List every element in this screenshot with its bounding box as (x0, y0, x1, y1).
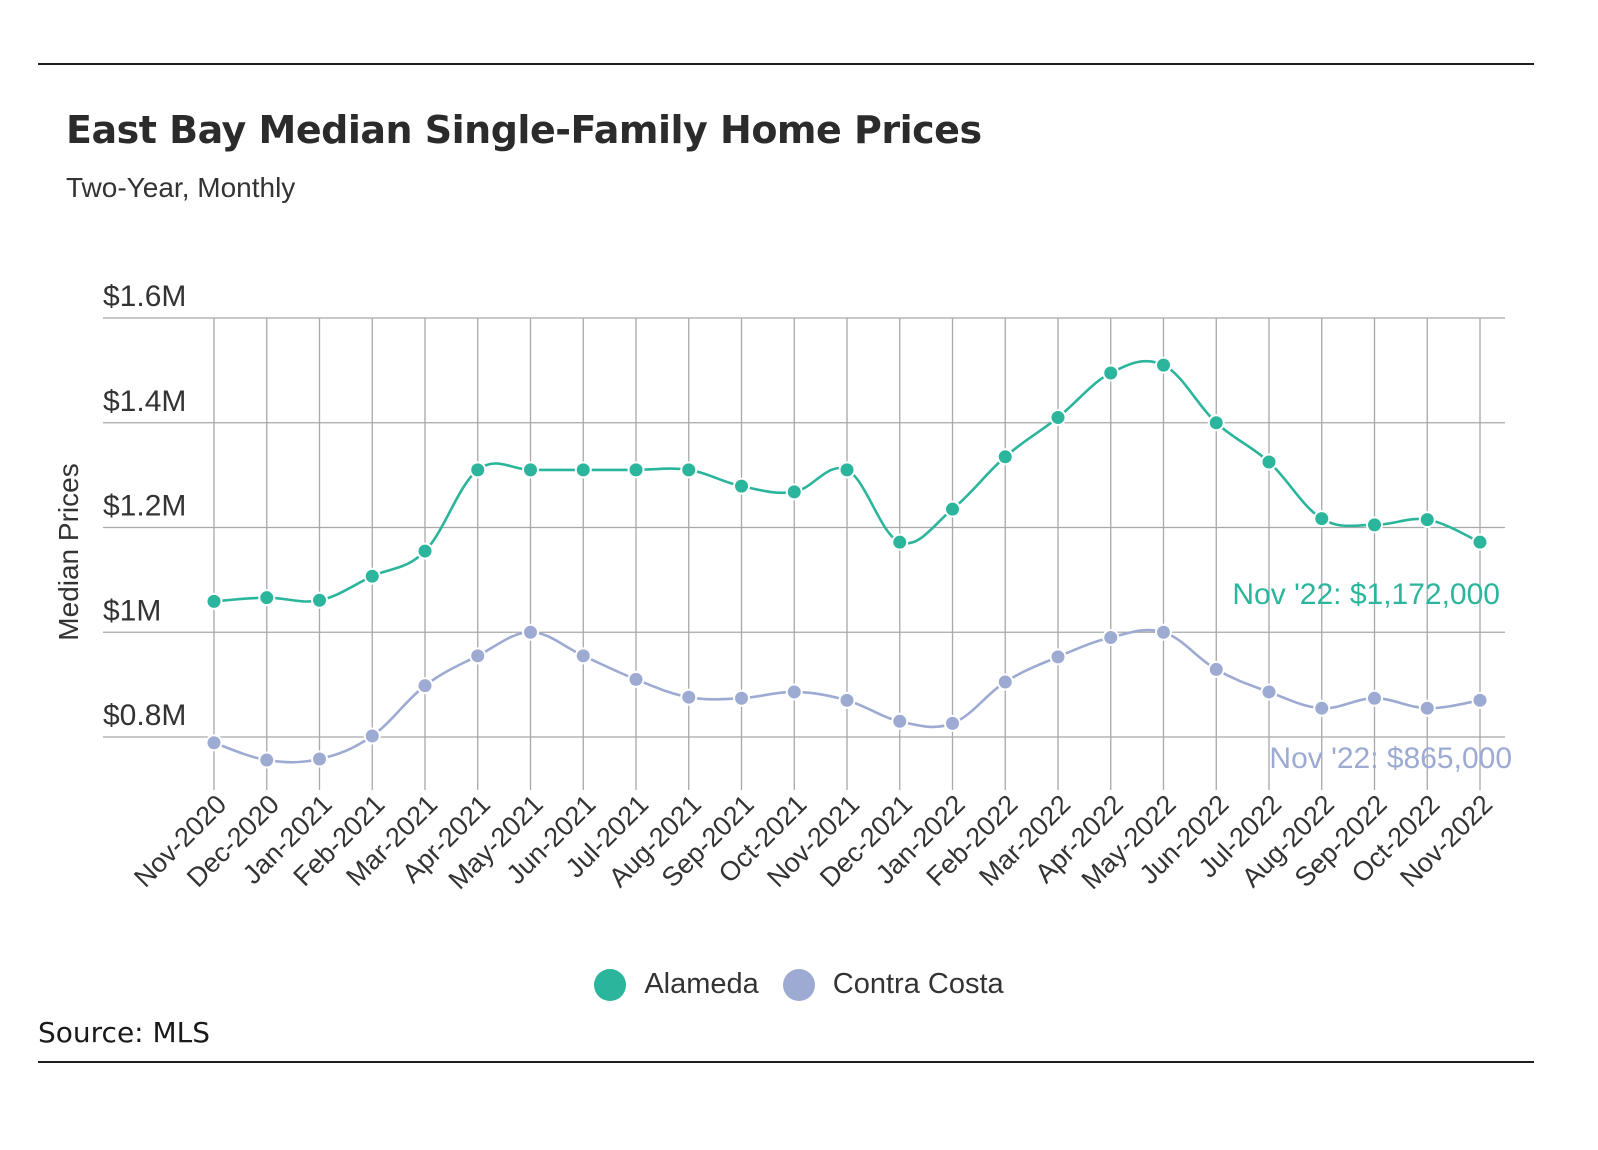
source-note: Source: MLS (38, 1016, 211, 1049)
legend: Alameda Contra Costa (0, 968, 1598, 1001)
alameda-point (1471, 533, 1489, 551)
alameda-point (363, 567, 381, 585)
contra-costa-point (1471, 691, 1489, 709)
annotations: Nov '22: $1,172,000 Nov '22: $865,000 (1232, 578, 1512, 775)
alameda-point (944, 500, 961, 518)
alameda-point (258, 589, 276, 607)
contra-costa-point (1313, 699, 1331, 717)
legend-item-contra-costa[interactable]: Contra Costa (782, 968, 1004, 1001)
y-tick-label: $0.8M (103, 699, 186, 732)
contra-costa-point (996, 673, 1014, 691)
alameda-point (996, 448, 1014, 466)
contra-costa-point (574, 647, 592, 665)
alameda-point (627, 461, 645, 479)
contra-costa-point (1366, 689, 1383, 707)
alameda-point (891, 533, 909, 551)
alameda-point (1313, 510, 1331, 528)
x-axis-ticks: Nov-2020Dec-2020Jan-2021Feb-2021Mar-2021… (128, 789, 1498, 895)
legend-item-alameda[interactable]: Alameda (594, 968, 759, 1001)
alameda-point (574, 461, 592, 479)
y-axis-ticks: $0.8M $1M $1.2M $1.4M $1.6M (103, 280, 186, 732)
contra-costa-point (733, 689, 750, 707)
contra-costa-annotation: Nov '22: $865,000 (1269, 742, 1512, 775)
y-tick-label: $1.4M (103, 385, 186, 418)
contra-costa-point (944, 714, 961, 732)
contra-costa-point (258, 751, 276, 769)
alameda-point (785, 483, 803, 501)
alameda-point (1418, 511, 1436, 529)
alameda-annotation: Nov '22: $1,172,000 (1232, 578, 1500, 611)
series-points (205, 356, 1489, 769)
legend-label-contra-costa: Contra Costa (832, 968, 1004, 1000)
alameda-point (1366, 516, 1383, 534)
alameda-swatch-icon (594, 968, 627, 1001)
contra-costa-point (1418, 699, 1436, 717)
y-axis-label: Median Prices (53, 463, 84, 640)
alameda-point (1207, 414, 1225, 432)
grid-lines (103, 317, 1505, 790)
alameda-point (1102, 364, 1120, 382)
contra-costa-point (891, 712, 909, 730)
contra-costa-point (1049, 648, 1067, 666)
alameda-point (469, 461, 487, 479)
contra-costa-point (1155, 623, 1172, 641)
contra-costa-point (785, 683, 803, 701)
y-tick-label: $1.2M (103, 490, 186, 523)
contra-costa-point (205, 734, 223, 752)
contra-costa-point (311, 750, 328, 768)
alameda-point (205, 592, 223, 610)
chart-subtitle: Two-Year, Monthly (66, 172, 296, 203)
alameda-point (733, 477, 750, 495)
contra-costa-point (363, 727, 381, 745)
contra-costa-point (838, 691, 856, 709)
contra-costa-point (680, 688, 698, 706)
contra-costa-point (416, 677, 434, 695)
alameda-point (522, 461, 539, 479)
contra-costa-point (522, 623, 539, 641)
alameda-point (1049, 409, 1067, 427)
top-rule (38, 63, 1534, 65)
alameda-point (838, 461, 856, 479)
contra-costa-point (627, 670, 645, 688)
y-tick-label: $1.6M (103, 280, 186, 313)
alameda-point (680, 461, 698, 479)
alameda-point (1155, 356, 1172, 374)
legend-label-alameda: Alameda (644, 968, 759, 1000)
contra-costa-swatch-icon (782, 968, 815, 1001)
contra-costa-point (1260, 683, 1278, 701)
contra-costa-point (1207, 660, 1225, 678)
chart-title: East Bay Median Single-Family Home Price… (66, 108, 982, 152)
contra-costa-point (469, 647, 487, 665)
contra-costa-point (1102, 628, 1120, 646)
bottom-rule (38, 1061, 1534, 1063)
alameda-point (416, 542, 434, 560)
alameda-point (311, 591, 328, 609)
alameda-point (1260, 453, 1278, 471)
y-tick-label: $1M (103, 594, 161, 627)
